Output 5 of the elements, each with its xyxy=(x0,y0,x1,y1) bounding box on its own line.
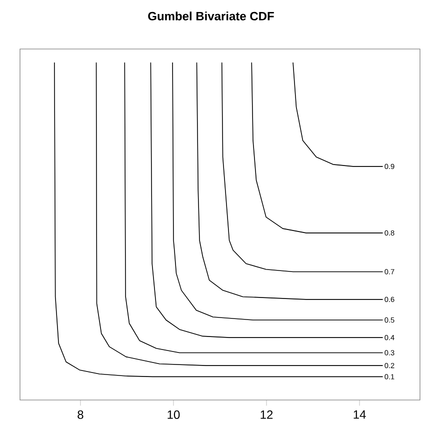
x-tick-label: 10 xyxy=(168,410,180,419)
x-tick-label: 8 xyxy=(78,410,84,419)
chart-title: Gumbel Bivariate CDF xyxy=(148,12,274,20)
x-tick-label: 12 xyxy=(260,410,273,419)
x-tick-label: 14 xyxy=(354,410,366,419)
